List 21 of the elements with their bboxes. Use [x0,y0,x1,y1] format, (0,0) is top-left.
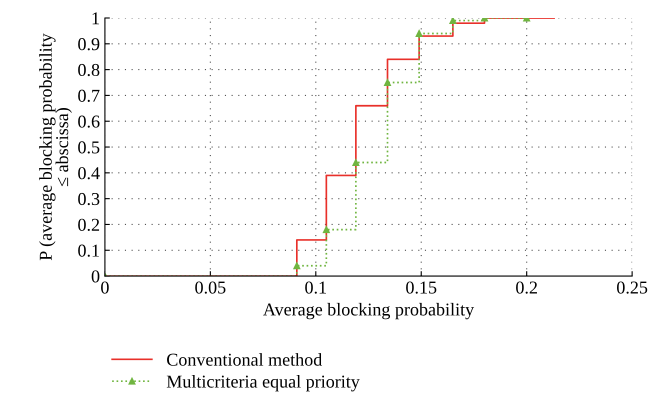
y-tick-label: 0.9 [78,38,100,50]
x-tick-label: 0.2 [516,281,537,294]
x-tick-label: 0.25 [617,281,648,294]
y-tick-label: 1 [92,12,99,24]
x-tick-label: 0.05 [195,281,226,294]
x-axis-title: Average blocking probability [263,302,474,320]
y-tick-label: 0.1 [78,244,99,257]
x-tick-label: 0.15 [406,281,436,294]
y-tick-label: 0.4 [78,167,100,180]
y-tick-label: 0 [92,270,100,283]
x-tick-label: 0 [101,281,109,294]
legend-label: Multicriteria equal priority [166,374,360,392]
y-axis-title: P (average blocking probability ≤ abscissa) [39,33,72,260]
y-tick-label: 0.6 [78,115,100,128]
x-tick-label: 0.1 [305,281,326,294]
y-tick-label: 0.3 [78,192,100,206]
y-tick-label: 0.8 [78,64,100,76]
y-tick-label: 0.7 [78,90,100,102]
y-tick-label: 0.5 [78,141,100,154]
y-tick-label: 0.2 [78,218,100,231]
legend-label: Conventional method [167,353,322,366]
